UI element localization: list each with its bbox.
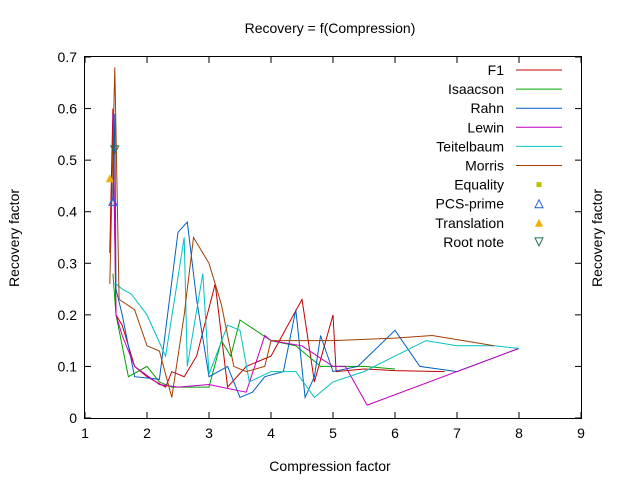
data-point-translation [105, 174, 114, 183]
legend-label-pcs-prime: PCS-prime [436, 196, 505, 212]
data-point-pcs-prime [108, 196, 118, 206]
legend-swatch-translation [535, 218, 543, 227]
x-tick-label: 3 [205, 425, 213, 441]
legend-label-f1: F1 [488, 62, 505, 78]
x-axis: 1 2 3 4 5 6 7 8 9 [81, 57, 585, 441]
plot-frame [84, 56, 582, 419]
legend-label-equality: Equality [454, 177, 504, 193]
series-line-teitelbaum [112, 237, 520, 399]
data-point-root-note [109, 145, 120, 155]
x-tick-label: 5 [329, 425, 337, 441]
legend-label-rahn: Rahn [471, 100, 504, 116]
y-tick-label: 0.3 [58, 255, 78, 271]
legend-label-morris: Morris [465, 158, 504, 174]
y-axis-label: Recovery factor [6, 189, 22, 287]
y-tick-label: 0.6 [58, 101, 78, 117]
x-axis-label: Compression factor [269, 458, 391, 474]
series-line-lewin [112, 113, 520, 406]
y-tick-label: 0.2 [58, 307, 78, 323]
y2-axis-label: Recovery factor [589, 189, 605, 287]
series-layer [105, 67, 520, 406]
x-tick-label: 2 [143, 425, 151, 441]
x-tick-label: 7 [453, 425, 461, 441]
y-tick-label: 0.1 [58, 358, 78, 374]
x-tick-label: 1 [81, 425, 89, 441]
x-tick-label: 9 [577, 425, 585, 441]
legend-label-isaacson: Isaacson [448, 81, 504, 97]
y-tick-label: 0.7 [58, 49, 78, 65]
legend-label-root-note: Root note [443, 234, 504, 250]
y-axis: 0 0.1 0.2 0.3 0.4 0.5 0.6 0.7 [58, 49, 581, 426]
legend-label-translation: Translation [435, 215, 504, 231]
legend: F1 Isaacson Rahn Lewin Teitelbaum Morris Equal… [435, 62, 562, 250]
legend-swatch-pcs-prime [534, 198, 544, 209]
y-tick-label: 0 [69, 410, 77, 426]
series-line-rahn [112, 113, 520, 400]
y-tick-label: 0.4 [58, 204, 78, 220]
legend-swatch-root-note [534, 237, 544, 248]
x-tick-label: 8 [515, 425, 523, 441]
legend-label-lewin: Lewin [467, 119, 504, 135]
chart-title: Recovery = f(Compression) [245, 20, 416, 36]
x-tick-label: 6 [391, 425, 399, 441]
y-tick-label: 0.5 [58, 152, 78, 168]
legend-label-teitelbaum: Teitelbaum [436, 138, 504, 154]
series-line-f1 [109, 108, 445, 389]
series-line-morris [109, 67, 495, 398]
legend-swatch-equality [536, 182, 542, 188]
x-tick-label: 4 [267, 425, 275, 441]
series-line-isaacson [112, 273, 396, 388]
